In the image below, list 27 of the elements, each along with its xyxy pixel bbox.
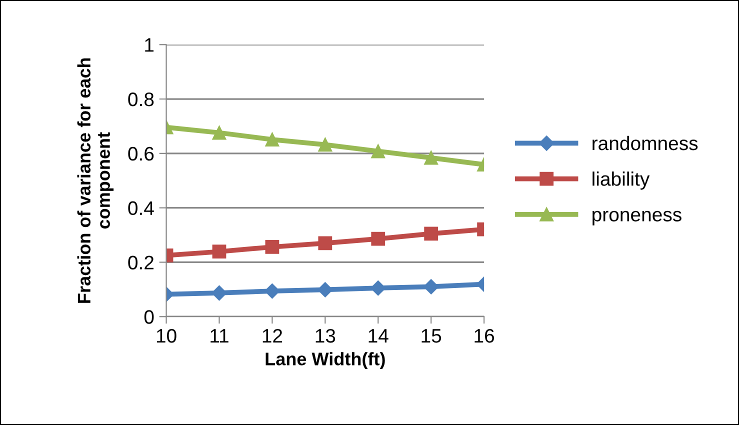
y-tick-label: 0.4 [128,201,154,216]
y-tick-label: 0 [144,310,154,324]
point [265,132,280,146]
x-axis-title: Lane Width(ft) [266,352,385,369]
point [371,232,386,246]
legend-label: liability [592,172,650,190]
y-tick-label: 0.2 [128,256,154,270]
point [318,282,333,298]
point [265,240,280,254]
y-tick-label: 0.8 [128,92,154,106]
point [371,144,386,158]
y-tick-label: 0.6 [128,146,154,161]
x-tick-label: 12 [262,328,282,343]
y-tick-label: 1 [145,38,154,52]
point [318,138,332,152]
legend-label: proneness [592,210,682,226]
x-tick-label: 16 [474,328,494,343]
point [318,236,332,250]
point [370,280,386,296]
x-tick-label: 13 [316,328,336,343]
legend-label: randomness [592,136,698,150]
y-axis-title: Fraction of variance for each component [77,58,114,303]
point [264,283,280,299]
x-tick-label: 15 [422,329,442,343]
x-tick-label: 14 [368,329,388,343]
x-tick-label: 10 [156,328,176,343]
x-tick-label: 11 [210,329,228,343]
